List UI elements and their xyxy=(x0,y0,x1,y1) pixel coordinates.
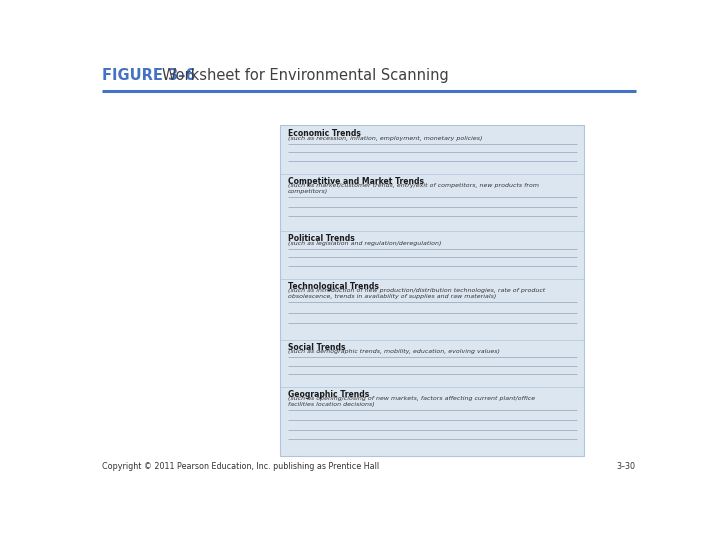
Text: Geographic Trends: Geographic Trends xyxy=(287,390,369,399)
Text: (such as demographic trends, mobility, education, evolving values): (such as demographic trends, mobility, e… xyxy=(287,349,500,354)
Text: (such as legislation and regulation/deregulation): (such as legislation and regulation/dere… xyxy=(287,241,441,246)
Text: (such as market/customer trends, entry/exit of competitors, new products from: (such as market/customer trends, entry/e… xyxy=(287,183,539,188)
Text: facilities location decisions): facilities location decisions) xyxy=(287,402,374,407)
Text: Political Trends: Political Trends xyxy=(287,234,354,244)
Text: 3–30: 3–30 xyxy=(616,462,636,471)
Text: (such as opening/closing of new markets, factors affecting current plant/office: (such as opening/closing of new markets,… xyxy=(287,396,535,401)
FancyBboxPatch shape xyxy=(280,125,585,456)
Text: Copyright © 2011 Pearson Education, Inc. publishing as Prentice Hall: Copyright © 2011 Pearson Education, Inc.… xyxy=(102,462,379,471)
Text: (such as recession, inflation, employment, monetary policies): (such as recession, inflation, employmen… xyxy=(287,136,482,140)
Text: competitors): competitors) xyxy=(287,188,328,194)
Text: Technological Trends: Technological Trends xyxy=(287,282,379,291)
Text: (such as introduction of new production/distribution technologies, rate of produ: (such as introduction of new production/… xyxy=(287,288,545,293)
Text: Economic Trends: Economic Trends xyxy=(287,130,361,138)
Text: Worksheet for Environmental Scanning: Worksheet for Environmental Scanning xyxy=(162,68,449,83)
Text: obsolescence, trends in availability of supplies and raw materials): obsolescence, trends in availability of … xyxy=(287,294,496,299)
Text: Competitive and Market Trends: Competitive and Market Trends xyxy=(287,177,423,186)
Text: Social Trends: Social Trends xyxy=(287,343,345,352)
Text: FIGURE 3–6: FIGURE 3–6 xyxy=(102,68,196,83)
